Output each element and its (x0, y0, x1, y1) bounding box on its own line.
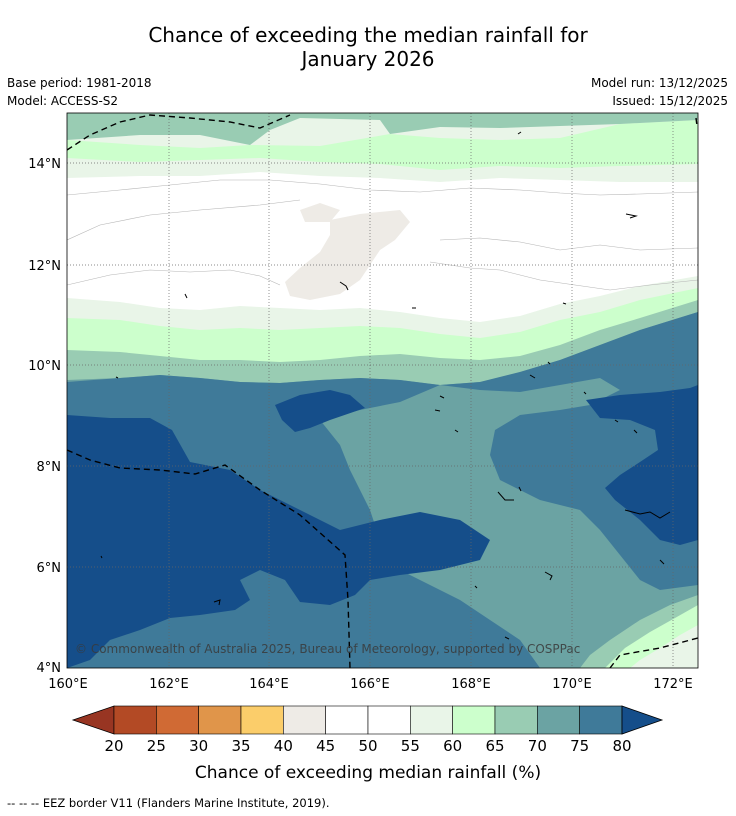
colorbar-high-arrow (621, 705, 664, 735)
colorbar-cell (579, 705, 623, 735)
islands (100, 131, 671, 640)
rainfall-map: © Commonwealth of Australia 2025, Bureau… (28, 112, 699, 783)
contour-lines (67, 179, 698, 291)
eez-borders (67, 114, 698, 668)
colorbar-tick-label: 30 (189, 737, 208, 755)
band-70-75-tongue (320, 378, 698, 668)
map-title-line2: January 2026 (301, 47, 435, 71)
band-80-plus-center (275, 390, 365, 432)
lon-label: 166°E (350, 677, 390, 692)
map-title-line1: Chance of exceeding the median rainfall … (148, 23, 588, 47)
colorbar-tick-label: 40 (274, 737, 293, 755)
colorbar-tick-label: 25 (147, 737, 166, 755)
lon-label: 170°E (552, 677, 592, 692)
colorbar-cell (494, 705, 538, 735)
colorbar-cell (325, 705, 369, 735)
colorbar-tick-label: 50 (358, 737, 377, 755)
colorbar-cell (367, 705, 411, 735)
colorbar-cell (410, 705, 453, 735)
model-name: Model: ACCESS-S2 (7, 94, 119, 108)
band-top-green (67, 120, 698, 170)
lon-label: 160°E (48, 677, 88, 692)
lat-axis: 14°N 12°N 10°N 8°N 6°N 4°N (28, 157, 61, 676)
base-period: Base period: 1981-2018 (7, 76, 152, 90)
colorbar-cell (283, 705, 326, 735)
band-80-plus-west (67, 415, 490, 668)
colorbar-cell (240, 705, 284, 735)
lat-label: 8°N (37, 460, 62, 475)
lon-label: 164°E (249, 677, 289, 692)
colorbar-cell (156, 705, 199, 735)
copyright-credit: © Commonwealth of Australia 2025, Bureau… (75, 642, 580, 656)
lon-label: 172°E (653, 677, 693, 692)
colorbar: 20 25 30 35 40 45 50 55 60 65 70 75 80 Chance of exc… (71, 705, 664, 783)
lon-label: 162°E (149, 677, 189, 692)
colorbar-cell (113, 705, 157, 735)
colorbar-tick-label: 20 (104, 737, 123, 755)
colorbar-tick-label: 75 (570, 737, 589, 755)
band-70-75-eastern-tip (538, 510, 560, 522)
colorbar-label: Chance of exceeding median rainfall (%) (195, 763, 541, 783)
colorbar-cells (113, 705, 623, 735)
eez-footnote: -- -- -- EEZ border V11 (Flanders Marine… (7, 796, 330, 810)
contour-layers (67, 113, 698, 668)
colorbar-tick-label: 70 (528, 737, 547, 755)
colorbar-ticks: 20 25 30 35 40 45 50 55 60 65 70 75 80 (104, 737, 631, 755)
colorbar-tick-label: 60 (443, 737, 462, 755)
lat-label: 6°N (37, 561, 62, 576)
model-run: Model run: 13/12/2025 (590, 76, 728, 90)
colorbar-tick-label: 35 (231, 737, 250, 755)
lat-label: 12°N (28, 259, 61, 274)
band-80-plus-east (586, 385, 698, 545)
lat-label: 10°N (28, 359, 61, 374)
band-top-green-light (67, 158, 698, 182)
colorbar-tick-label: 65 (485, 737, 504, 755)
colorbar-cell (198, 705, 242, 735)
lon-label: 168°E (451, 677, 491, 692)
lat-label: 14°N (28, 157, 61, 172)
graticule (67, 113, 698, 668)
colorbar-tick-label: 45 (316, 737, 335, 755)
colorbar-cell (537, 705, 580, 735)
colorbar-cell (452, 705, 496, 735)
lon-axis: 160°E 162°E 164°E 166°E 168°E 170°E 172°… (48, 677, 693, 692)
colorbar-tick-label: 55 (401, 737, 420, 755)
lat-label: 4°N (37, 661, 62, 676)
band-40-45 (285, 203, 410, 300)
colorbar-tick-label: 80 (612, 737, 631, 755)
colorbar-low-arrow (71, 705, 115, 735)
map-frame (66, 112, 699, 669)
issued-date: Issued: 15/12/2025 (612, 94, 728, 108)
